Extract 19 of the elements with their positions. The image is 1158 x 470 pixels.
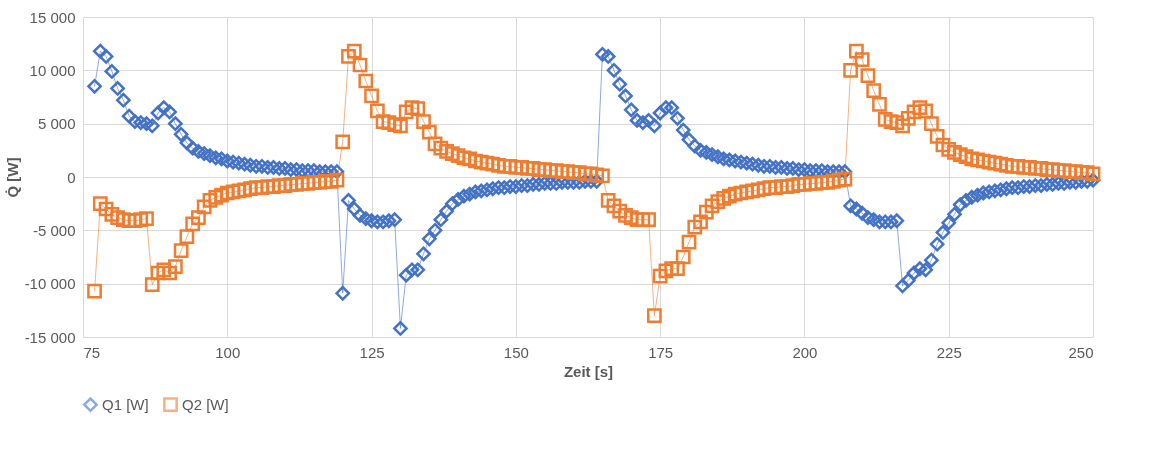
x-axis-title: Zeit [s] [563, 362, 614, 380]
y-tick-label: -10 000 [24, 275, 76, 293]
y-tick-label: -15 000 [24, 328, 76, 346]
y-tick-label: 0 [67, 168, 76, 186]
x-tick-label: 100 [215, 343, 241, 361]
y-tick-label: 5 000 [37, 115, 76, 133]
x-tick-label: 150 [503, 343, 529, 361]
x-tick-label: 250 [1068, 343, 1094, 361]
x-tick-label: 200 [792, 343, 818, 361]
x-tick-label: 125 [359, 343, 385, 361]
x-tick-label: 225 [936, 343, 962, 361]
y-axis-title: Q̇ [W] [3, 157, 21, 198]
x-tick-label: 75 [83, 343, 101, 361]
y-tick-label: 15 000 [29, 8, 76, 26]
legend-label: Q2 [W] [182, 395, 229, 413]
x-tick-label: 175 [648, 343, 674, 361]
y-tick-label: -5 000 [32, 221, 76, 239]
y-tick-label: 10 000 [29, 61, 76, 79]
legend-label: Q1 [W] [102, 395, 149, 413]
